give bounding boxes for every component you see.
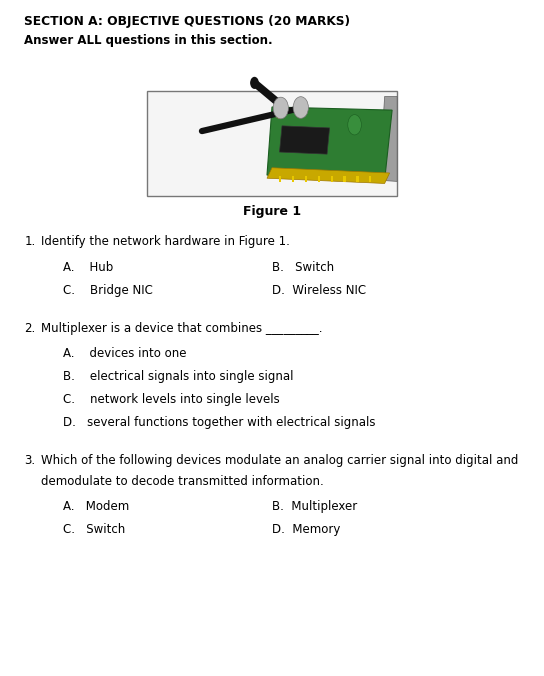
Text: Answer ALL questions in this section.: Answer ALL questions in this section.: [24, 34, 273, 47]
Polygon shape: [280, 126, 330, 154]
Text: Which of the following devices modulate an analog carrier signal into digital an: Which of the following devices modulate …: [41, 454, 518, 467]
Text: B.    electrical signals into single signal: B. electrical signals into single signal: [63, 370, 293, 383]
Bar: [279, 176, 281, 183]
Ellipse shape: [348, 115, 361, 135]
Ellipse shape: [250, 77, 259, 89]
Bar: [147, 91, 397, 196]
Bar: [318, 176, 320, 183]
Text: D.  Memory: D. Memory: [272, 523, 341, 536]
Text: SECTION A: OBJECTIVE QUESTIONS (20 MARKS): SECTION A: OBJECTIVE QUESTIONS (20 MARKS…: [24, 15, 350, 28]
Text: Identify the network hardware in Figure 1.: Identify the network hardware in Figure …: [41, 235, 289, 248]
Text: D.  Wireless NIC: D. Wireless NIC: [272, 284, 366, 297]
Text: Multiplexer is a device that combines _________.: Multiplexer is a device that combines __…: [41, 322, 322, 335]
Ellipse shape: [293, 97, 308, 118]
Text: Figure 1: Figure 1: [243, 205, 301, 218]
Bar: [369, 176, 372, 183]
Ellipse shape: [273, 97, 288, 119]
Bar: [356, 176, 358, 183]
Polygon shape: [267, 107, 392, 180]
Ellipse shape: [295, 101, 305, 118]
Bar: [331, 176, 333, 183]
Text: A.    Hub: A. Hub: [63, 261, 113, 274]
Text: C.    network levels into single levels: C. network levels into single levels: [63, 393, 279, 406]
Text: demodulate to decode transmitted information.: demodulate to decode transmitted informa…: [41, 475, 324, 487]
Text: A.    devices into one: A. devices into one: [63, 347, 186, 360]
Bar: [343, 176, 345, 183]
Bar: [305, 176, 307, 183]
Text: D.   several functions together with electrical signals: D. several functions together with elect…: [63, 416, 375, 429]
Text: 1.: 1.: [24, 235, 36, 248]
Text: A.   Modem: A. Modem: [63, 500, 129, 513]
Text: 2.: 2.: [24, 322, 36, 335]
Text: C.    Bridge NIC: C. Bridge NIC: [63, 284, 152, 297]
Text: 3.: 3.: [24, 454, 35, 467]
Polygon shape: [267, 168, 390, 183]
Bar: [292, 176, 294, 183]
Ellipse shape: [275, 101, 285, 118]
Text: B.   Switch: B. Switch: [272, 261, 334, 274]
Text: C.   Switch: C. Switch: [63, 523, 125, 536]
Text: B.  Multiplexer: B. Multiplexer: [272, 500, 357, 513]
Polygon shape: [380, 97, 397, 181]
